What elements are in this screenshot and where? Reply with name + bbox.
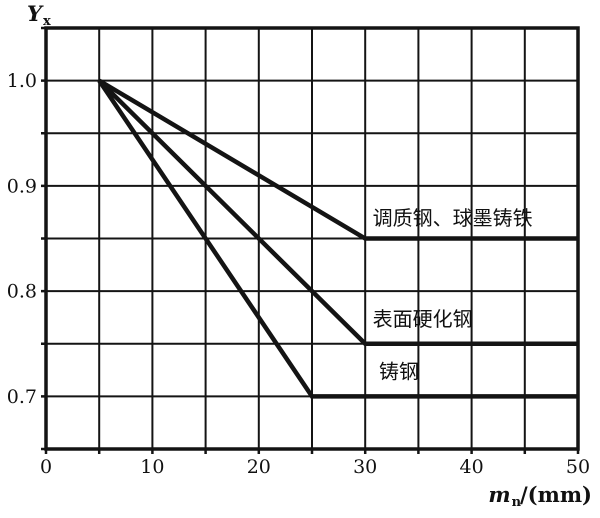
y-axis-symbol: Y [27, 1, 42, 26]
x-tick-label: 30 [353, 456, 377, 478]
series-label-2: 铸钢 [379, 360, 419, 384]
x-axis-title: mn/(mm) [488, 482, 592, 509]
x-tick-label: 20 [247, 456, 271, 478]
x-tick-label: 40 [460, 456, 484, 478]
y-axis-title: Yx [27, 1, 51, 28]
series-line-0 [98, 78, 578, 241]
x-tick-label: 0 [40, 456, 52, 478]
series-line-1 [97, 79, 578, 346]
y-axis-subscript: x [43, 14, 51, 29]
x-axis-unit: /(mm) [520, 482, 592, 507]
series-line-2 [97, 79, 578, 399]
y-tick-label: 0.9 [7, 175, 37, 197]
series-label-1: 表面硬化钢 [373, 307, 473, 331]
x-axis-subscript: n [511, 495, 522, 510]
y-tick-label: 0.7 [7, 386, 37, 408]
x-tick-label: 10 [140, 456, 164, 478]
y-tick-label: 1.0 [7, 70, 37, 92]
x-tick-label: 50 [566, 456, 590, 478]
y-tick-label: 0.8 [7, 281, 37, 303]
x-axis-symbol: m [488, 482, 511, 507]
series-label-0: 调质钢、球墨铸铁 [373, 206, 533, 230]
